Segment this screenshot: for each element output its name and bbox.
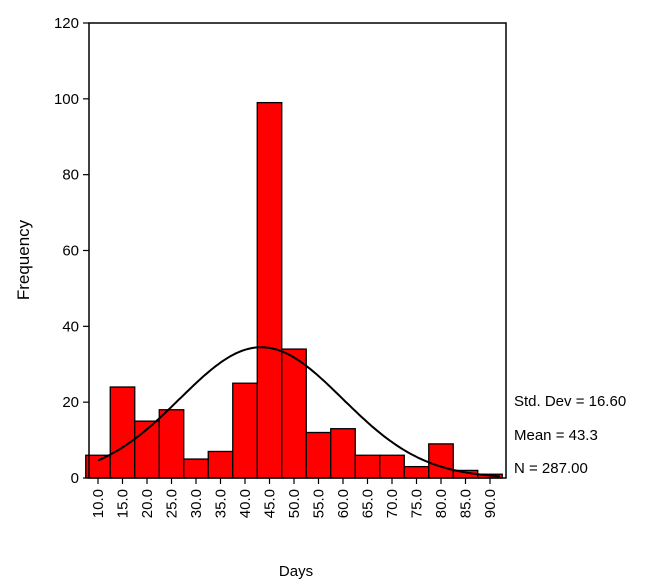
x-axis: 10.0 15.0 20.0 25.0 30.0 35.0 40.0 45.0 50.0 55.0… bbox=[90, 478, 499, 518]
y-tick-label: 120 bbox=[54, 15, 79, 32]
y-tick-label: 100 bbox=[54, 91, 79, 108]
x-tick-label: 55.0 bbox=[311, 489, 328, 518]
bar bbox=[109, 386, 136, 479]
x-tick-label: 10.0 bbox=[90, 489, 107, 518]
x-tick-label: 15.0 bbox=[115, 489, 132, 518]
x-tick-label: 70.0 bbox=[384, 489, 401, 518]
bar bbox=[428, 443, 454, 479]
y-tick-label: 60 bbox=[62, 243, 79, 260]
bar bbox=[256, 101, 283, 479]
x-axis-label: Days bbox=[279, 563, 313, 580]
bar bbox=[354, 454, 381, 479]
bars-group bbox=[85, 101, 503, 479]
bar bbox=[207, 450, 234, 479]
bar bbox=[330, 428, 356, 479]
y-tick-label: 0 bbox=[71, 470, 79, 487]
x-tick-label: 75.0 bbox=[409, 489, 426, 518]
x-tick-label: 90.0 bbox=[482, 489, 499, 518]
bar bbox=[403, 465, 430, 479]
y-tick-label: 40 bbox=[62, 318, 79, 335]
x-tick-label: 35.0 bbox=[213, 489, 230, 518]
y-axis: 0 20 40 60 80 100 120 bbox=[54, 15, 89, 487]
x-tick-label: 20.0 bbox=[139, 489, 156, 518]
bar bbox=[305, 431, 332, 479]
y-tick-label: 80 bbox=[62, 167, 79, 184]
y-axis-label: Frequency bbox=[14, 219, 33, 300]
x-tick-label: 60.0 bbox=[335, 489, 352, 518]
bar bbox=[158, 409, 185, 479]
x-tick-label: 30.0 bbox=[188, 489, 205, 518]
x-tick-label: 40.0 bbox=[237, 489, 254, 518]
x-tick-label: 45.0 bbox=[262, 489, 279, 518]
normal-curve bbox=[97, 346, 500, 478]
bar bbox=[183, 458, 209, 479]
x-tick-label: 25.0 bbox=[164, 489, 181, 518]
x-tick-label: 85.0 bbox=[458, 489, 475, 518]
bar bbox=[281, 348, 307, 479]
bar bbox=[134, 420, 160, 479]
stat-std-dev: Std. Dev = 16.60 bbox=[514, 393, 626, 410]
bar bbox=[379, 454, 405, 479]
x-tick-label: 50.0 bbox=[286, 489, 303, 518]
bar bbox=[232, 382, 258, 479]
y-tick-label: 20 bbox=[62, 394, 79, 411]
x-tick-label: 65.0 bbox=[360, 489, 377, 518]
stat-mean: Mean = 43.3 bbox=[514, 427, 598, 444]
stat-n: N = 287.00 bbox=[514, 460, 588, 477]
x-tick-label: 80.0 bbox=[433, 489, 450, 518]
